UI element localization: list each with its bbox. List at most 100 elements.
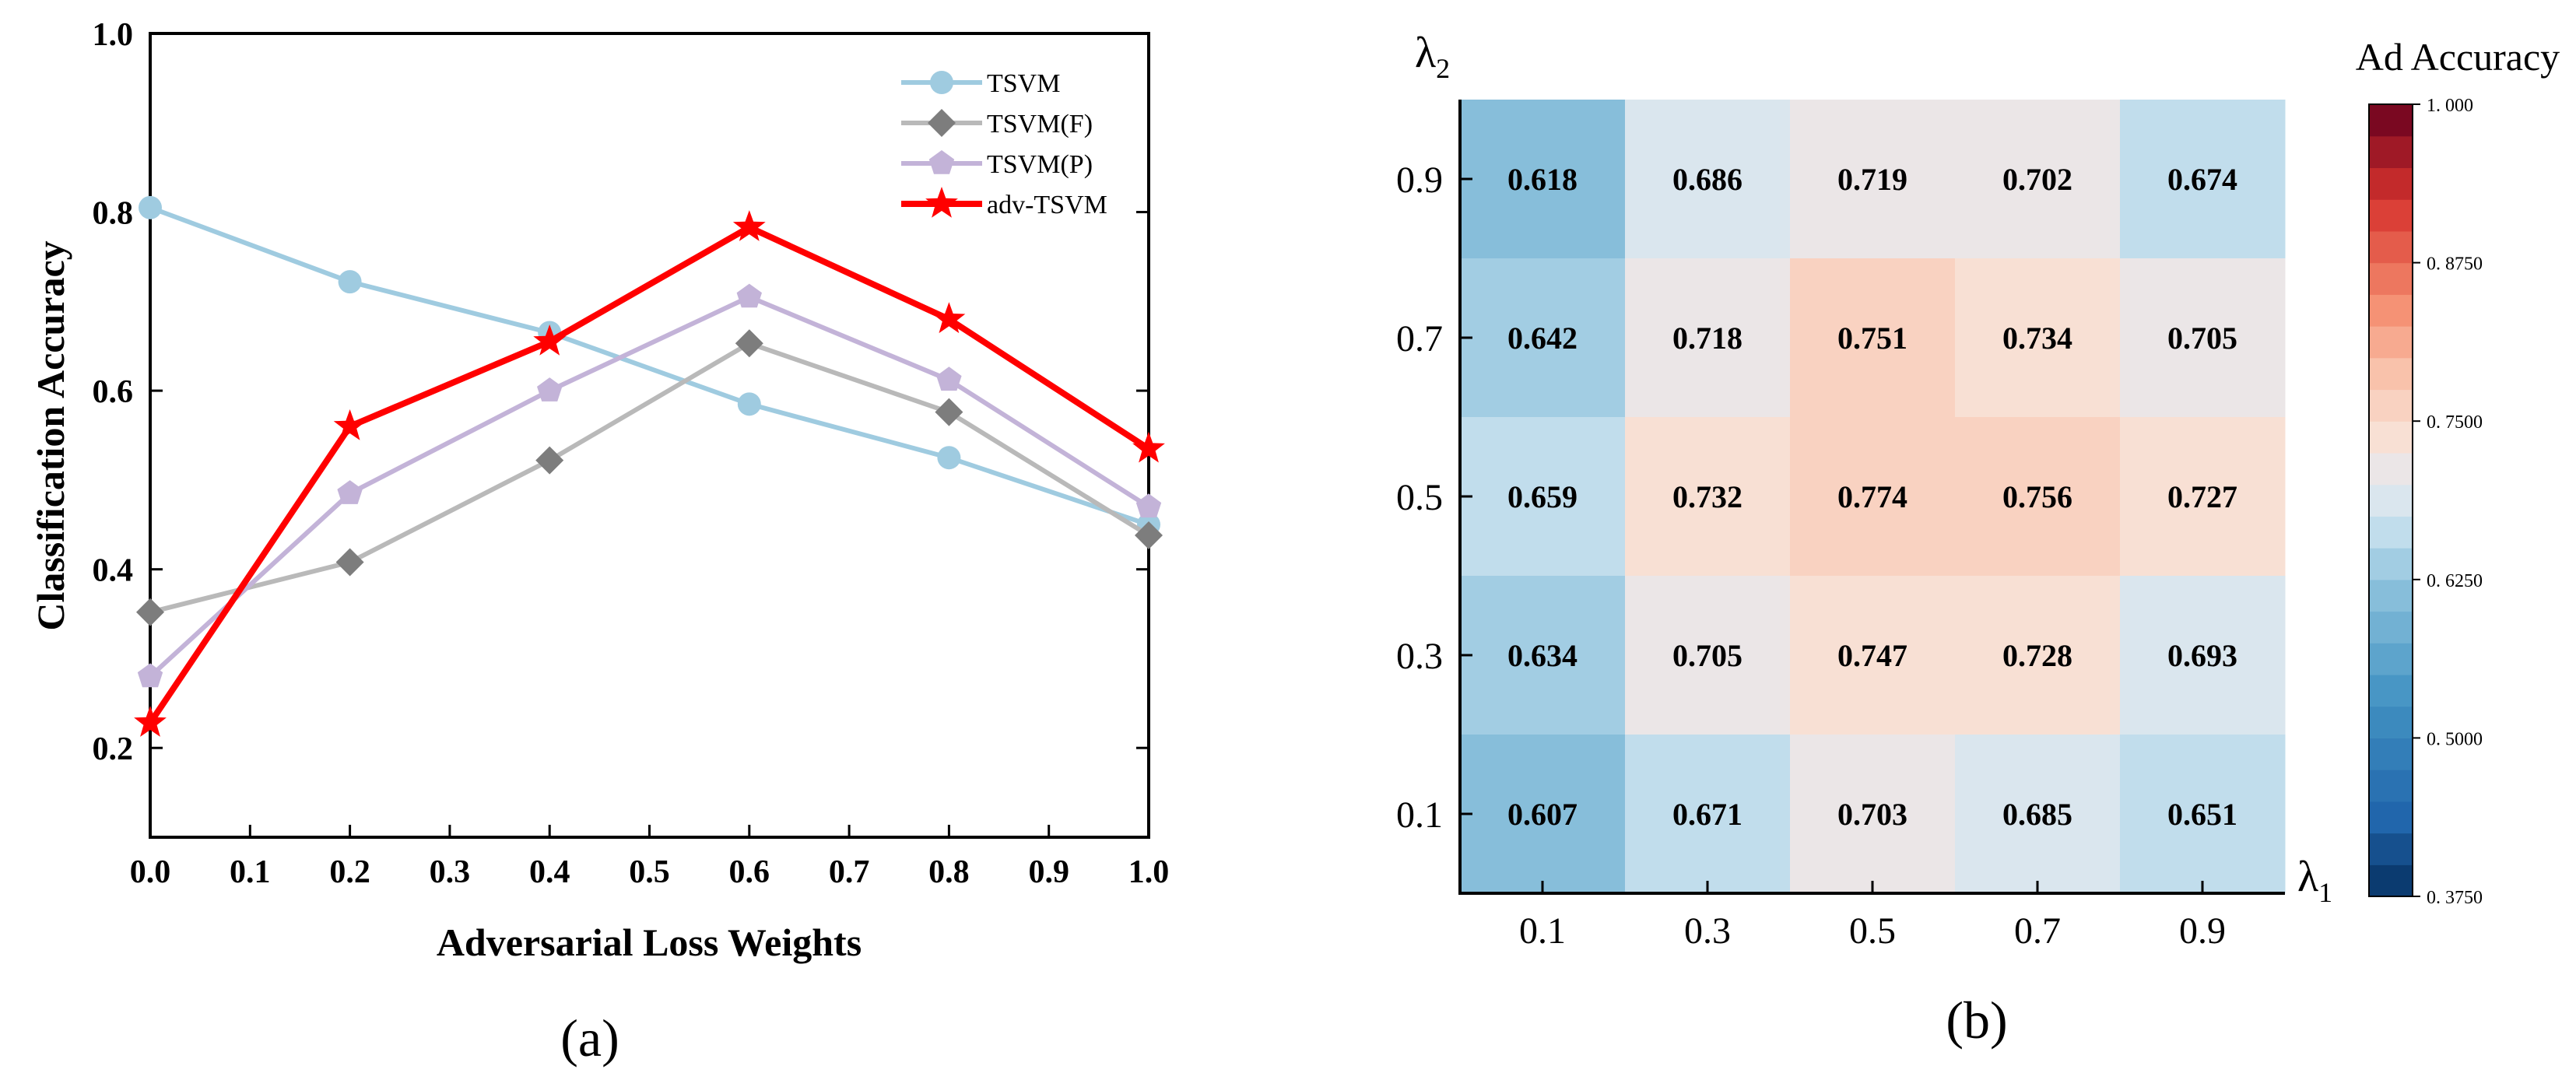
cell-value: 0.651	[2167, 797, 2237, 832]
y-tick-label: 0.9	[1396, 160, 1443, 201]
data-point	[535, 446, 564, 475]
data-point	[732, 210, 766, 241]
x-tick-label: 0.3	[1684, 910, 1731, 952]
heatmap-cell	[2120, 417, 2286, 577]
y-axis-title: Classification Accuracy	[29, 240, 72, 630]
x-tick-label: 0.7	[829, 854, 870, 890]
y-tick-label: 0.3	[1396, 636, 1443, 677]
colorbar-tick-label: 0. 5000	[2427, 729, 2483, 749]
colorbar-bin	[2369, 548, 2413, 580]
line-chart-legend: TSVM TSVM(F) TSVM(P) adv-TSVM	[901, 69, 1107, 219]
data-point	[136, 598, 164, 626]
x-tick-label: 0.9	[2179, 910, 2226, 952]
x-tick-label: 0.8	[928, 854, 970, 890]
x-tick-label: 0.7	[2014, 910, 2061, 952]
x-tick-label: 0.3	[430, 854, 471, 890]
series-adv-tsvm	[134, 210, 1165, 737]
heatmap-cell	[1790, 100, 1956, 259]
heatmap-cell	[2120, 576, 2286, 735]
legend-entry: adv-TSVM	[901, 187, 1107, 219]
x-tick-label: 1.0	[1128, 854, 1170, 890]
cell-value: 0.719	[1837, 162, 1907, 197]
cell-value: 0.718	[1672, 321, 1742, 356]
data-point	[134, 706, 167, 737]
cell-value: 0.734	[2002, 321, 2072, 356]
legend-marker	[930, 71, 953, 94]
heatmap-cell	[1790, 576, 1956, 735]
data-point	[537, 377, 563, 401]
heatmap-cell	[1955, 100, 2121, 259]
data-point	[735, 329, 763, 358]
data-point	[137, 663, 163, 688]
cell-value: 0.705	[2167, 321, 2237, 356]
cell-value: 0.693	[2167, 638, 2237, 673]
cell-value: 0.728	[2002, 638, 2072, 673]
colorbar-bin	[2369, 199, 2413, 232]
cell-value: 0.703	[1837, 797, 1907, 832]
y-tick-label: 1.0	[93, 17, 134, 53]
data-point	[737, 392, 761, 416]
panel-label-a: (a)	[560, 1008, 619, 1068]
series-tsvm-p-	[137, 283, 1162, 688]
colorbar-frame	[2368, 103, 2413, 897]
heatmap-cell	[1460, 417, 1626, 577]
heatmap-x-tick-labels: 0.1 0.3 0.5 0.7 0.9	[1519, 910, 2226, 952]
y-tick-labels: 0.2 0.4 0.6 0.8 1.0	[93, 17, 134, 767]
heatmap-cell	[1955, 735, 2121, 894]
data-point	[736, 283, 762, 308]
colorbar: 0. 3750 0. 5000 0. 6250 0. 7500 0. 8750 1. 00…	[2368, 96, 2483, 908]
x-tick-label: 0.6	[729, 854, 770, 890]
x-tick-label: 0.4	[529, 854, 570, 890]
data-point	[338, 270, 362, 294]
data-point	[937, 446, 961, 470]
heatmap-cells	[1460, 100, 2286, 894]
colorbar-bin	[2369, 801, 2413, 834]
x-tick-label: 0.1	[1519, 910, 1566, 952]
cell-value: 0.674	[2167, 162, 2237, 197]
legend-marker	[928, 150, 955, 174]
y-tick-label: 0.6	[93, 374, 134, 410]
heatmap-cell	[1460, 735, 1626, 894]
legend-entry: TSVM(F)	[901, 109, 1093, 139]
data-point	[333, 409, 367, 440]
line-chart-series	[134, 195, 1165, 737]
cell-value: 0.642	[1507, 321, 1578, 356]
heatmap-cell	[2120, 735, 2286, 894]
colorbar-bin	[2369, 230, 2413, 264]
cell-value: 0.751	[1837, 321, 1907, 356]
heatmap-cell	[1625, 735, 1791, 894]
heatmap-cell	[1625, 576, 1791, 735]
heatmap-y-tick-labels: 0.9 0.7 0.5 0.3 0.1	[1396, 160, 1443, 836]
x-tick-label: 0.9	[1028, 854, 1069, 890]
heatmap-axes	[1458, 100, 2285, 895]
cell-value: 0.705	[1672, 638, 1742, 673]
heatmap-cell	[1460, 100, 1626, 259]
heatmap-cell	[1460, 258, 1626, 418]
legend-marker	[925, 187, 958, 218]
data-point	[936, 366, 962, 391]
x-tick-label: 0.1	[230, 854, 271, 890]
panel-label-b: (b)	[1946, 991, 2007, 1050]
heatmap-panel: 0.618 0.686 0.719 0.702 0.674 0.642 0.718 0.751…	[1396, 29, 2560, 1050]
x-tick-label: 0.5	[629, 854, 670, 890]
colorbar-bin	[2369, 484, 2413, 517]
colorbar-tick-label: 0. 6250	[2427, 571, 2483, 591]
data-point	[932, 302, 966, 334]
cell-value: 0.671	[1672, 797, 1742, 832]
cell-value: 0.727	[2167, 479, 2237, 514]
heatmap-cell	[1955, 417, 2121, 577]
colorbar-bin	[2369, 674, 2413, 707]
colorbar-bin	[2369, 452, 2413, 486]
heatmap-cell	[2120, 258, 2286, 418]
colorbar-bin	[2369, 167, 2413, 200]
cell-value: 0.732	[1672, 479, 1742, 514]
cell-value: 0.659	[1507, 479, 1578, 514]
x-tick-labels: 0.0 0.1 0.2 0.3 0.4 0.5 0.6 0.7 0.8 0.9 1.0	[130, 854, 1170, 890]
heatmap-cell	[1790, 735, 1956, 894]
heatmap-cell	[1625, 100, 1791, 259]
heatmap-value-labels: 0.618 0.686 0.719 0.702 0.674 0.642 0.718 0.751…	[1507, 162, 2237, 832]
colorbar-bin	[2369, 357, 2413, 391]
data-point	[139, 195, 162, 219]
cell-value: 0.634	[1507, 638, 1578, 673]
colorbar-bin	[2369, 389, 2413, 422]
